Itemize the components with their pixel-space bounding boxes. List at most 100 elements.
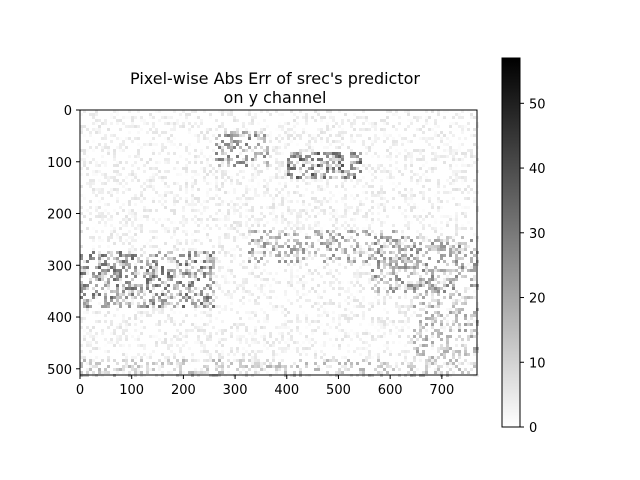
heatmap-cell — [113, 188, 116, 191]
heatmap-cell — [287, 128, 290, 131]
heatmap-cell — [194, 302, 197, 305]
heatmap-cell — [233, 281, 236, 284]
heatmap-cell — [380, 188, 383, 191]
heatmap-cell — [254, 173, 257, 176]
heatmap-cell — [464, 353, 467, 356]
heatmap-cell — [191, 242, 194, 245]
heatmap-cell — [122, 233, 125, 236]
heatmap-cell — [281, 221, 284, 224]
heatmap-cell — [254, 356, 257, 359]
heatmap-cell — [392, 137, 395, 140]
heatmap-cell — [428, 362, 431, 365]
heatmap-cell — [137, 152, 140, 155]
heatmap-cell — [230, 326, 233, 329]
heatmap-cell — [245, 371, 248, 374]
heatmap-cell — [215, 305, 218, 308]
heatmap-cell — [461, 251, 464, 254]
heatmap-cell — [152, 335, 155, 338]
heatmap-cell — [152, 122, 155, 125]
heatmap-cell — [311, 137, 314, 140]
heatmap-cell — [344, 170, 347, 173]
heatmap-cell — [257, 131, 260, 134]
heatmap-cell — [92, 182, 95, 185]
heatmap-cell — [452, 197, 455, 200]
heatmap-cell — [80, 266, 83, 269]
heatmap-cell — [218, 242, 221, 245]
heatmap-cell — [422, 284, 425, 287]
heatmap-cell — [329, 110, 332, 113]
heatmap-cell — [107, 236, 110, 239]
heatmap-cell — [131, 260, 134, 263]
heatmap-cell — [389, 251, 392, 254]
heatmap-cell — [290, 329, 293, 332]
heatmap-cell — [263, 338, 266, 341]
heatmap-cell — [473, 233, 476, 236]
heatmap-cell — [443, 326, 446, 329]
heatmap-cell — [377, 293, 380, 296]
heatmap-cell — [272, 248, 275, 251]
heatmap-cell — [338, 323, 341, 326]
heatmap-cell — [179, 143, 182, 146]
heatmap-cell — [455, 149, 458, 152]
heatmap-cell — [404, 293, 407, 296]
heatmap-cell — [308, 116, 311, 119]
heatmap-cell — [284, 290, 287, 293]
heatmap-cell — [182, 248, 185, 251]
heatmap-cell — [116, 251, 119, 254]
heatmap-cell — [446, 314, 449, 317]
heatmap-cell — [194, 248, 197, 251]
heatmap-cell — [398, 122, 401, 125]
heatmap-cell — [242, 353, 245, 356]
heatmap-cell — [377, 266, 380, 269]
heatmap-cell — [401, 212, 404, 215]
heatmap-cell — [149, 254, 152, 257]
heatmap-cell — [170, 341, 173, 344]
heatmap-cell — [122, 344, 125, 347]
heatmap-cell — [152, 368, 155, 371]
heatmap-cell — [458, 170, 461, 173]
heatmap-cell — [383, 350, 386, 353]
heatmap-cell — [416, 350, 419, 353]
heatmap-cell — [401, 284, 404, 287]
heatmap-cell — [404, 167, 407, 170]
heatmap-cell — [410, 221, 413, 224]
heatmap-cell — [287, 164, 290, 167]
heatmap-cell — [251, 209, 254, 212]
heatmap-cell — [293, 137, 296, 140]
heatmap-cell — [368, 149, 371, 152]
heatmap-cell — [230, 272, 233, 275]
heatmap-cell — [305, 206, 308, 209]
heatmap-cell — [401, 191, 404, 194]
heatmap-cell — [470, 314, 473, 317]
heatmap-cell — [134, 314, 137, 317]
heatmap-cell — [311, 197, 314, 200]
heatmap-cell — [362, 296, 365, 299]
heatmap-cell — [407, 125, 410, 128]
heatmap-cell — [404, 260, 407, 263]
heatmap-cell — [386, 371, 389, 374]
heatmap-cell — [398, 269, 401, 272]
heatmap-cell — [188, 281, 191, 284]
heatmap-cell — [251, 161, 254, 164]
heatmap-cell — [230, 308, 233, 311]
heatmap-cell — [431, 284, 434, 287]
heatmap-cell — [230, 137, 233, 140]
heatmap-cell — [275, 167, 278, 170]
heatmap-cell — [413, 356, 416, 359]
heatmap-cell — [386, 176, 389, 179]
heatmap-cell — [350, 137, 353, 140]
heatmap-cell — [344, 362, 347, 365]
heatmap-cell — [80, 206, 83, 209]
heatmap-cell — [275, 128, 278, 131]
heatmap-cell — [260, 368, 263, 371]
heatmap-cell — [320, 203, 323, 206]
heatmap-cell — [407, 326, 410, 329]
heatmap-cell — [155, 128, 158, 131]
heatmap-cell — [221, 218, 224, 221]
heatmap-cell — [101, 287, 104, 290]
heatmap-cell — [425, 317, 428, 320]
heatmap-cell — [164, 182, 167, 185]
heatmap-cell — [353, 176, 356, 179]
heatmap-cell — [416, 248, 419, 251]
heatmap-cell — [83, 356, 86, 359]
